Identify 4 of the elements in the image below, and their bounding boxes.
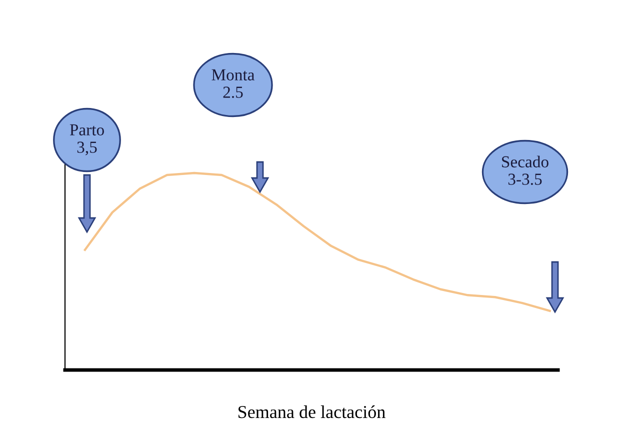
text: Monta 2.5	[212, 69, 255, 98]
x-axis-title: Semana de lactación	[238, 405, 386, 418]
text: Parto 3,5	[70, 124, 104, 156]
annotation: Secado 3-3.5	[502, 156, 548, 185]
